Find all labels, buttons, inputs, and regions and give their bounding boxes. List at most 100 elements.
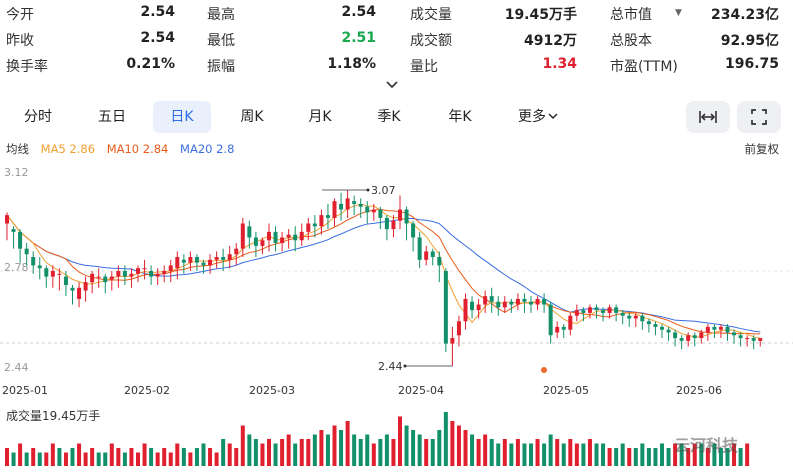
candle-body — [194, 257, 199, 263]
candle-body — [692, 335, 697, 339]
candle-body — [660, 326, 664, 330]
candle-body — [70, 287, 75, 291]
candle-body — [11, 229, 16, 232]
volume-bar — [463, 430, 468, 466]
volume-bar — [332, 425, 337, 466]
candle-body — [561, 326, 566, 330]
tab-daily-k[interactable]: 日K — [153, 101, 211, 133]
volume-bar — [496, 443, 501, 466]
fit-width-icon — [699, 111, 717, 123]
volume-bar — [699, 443, 704, 466]
tab-quarterly-k[interactable]: 季K — [377, 109, 401, 125]
volume-bar — [339, 430, 344, 466]
volume-bar — [430, 439, 435, 466]
candle-body — [90, 273, 95, 283]
candle-body — [456, 321, 461, 336]
ma10-line — [6, 208, 761, 335]
candle-body — [352, 201, 357, 204]
candle-body — [384, 217, 389, 230]
x-tick-label: 2025-05 — [543, 384, 589, 397]
volume-bar — [555, 439, 560, 466]
volume-bar — [96, 452, 101, 466]
volume-bar — [293, 443, 298, 466]
tab-fenshi[interactable]: 分时 — [24, 109, 52, 125]
stat-value: 4912万 — [524, 33, 577, 49]
ma-label: 均线 — [6, 142, 29, 156]
volume-bar — [57, 448, 62, 466]
candle-body — [339, 203, 344, 210]
stat-label[interactable]: 总市值 — [610, 7, 652, 23]
y-tick-label: 2.44 — [4, 361, 29, 374]
volume-bar — [352, 434, 357, 466]
volume-bar — [155, 452, 160, 466]
chevron-down-icon[interactable] — [383, 78, 401, 92]
candle-body — [391, 220, 396, 230]
volume-bar — [673, 443, 678, 466]
adjust-mode-button[interactable]: 前复权 — [744, 142, 780, 156]
candle-body — [483, 296, 488, 305]
tab-five-day[interactable]: 五日 — [98, 109, 126, 125]
candle-body — [312, 223, 317, 227]
volume-bar — [620, 443, 625, 466]
candle-body — [227, 254, 232, 260]
fullscreen-button[interactable] — [737, 101, 781, 133]
candle-body — [574, 310, 579, 316]
fit-width-button[interactable] — [686, 101, 730, 133]
stats-panel: 今开 2.54 最高 2.54 成交量 19.45万手 总市值 ▼ 234.23亿 昨收 2.54 最… — [0, 0, 793, 80]
volume-bar — [502, 439, 507, 466]
volume-bar — [286, 434, 291, 466]
stat-label: 总股本 — [610, 33, 652, 49]
stat-label: 最低 — [207, 33, 235, 49]
candle-body — [24, 248, 29, 255]
candle-body — [325, 215, 330, 218]
candle-body — [417, 237, 422, 260]
candle-body — [555, 326, 560, 333]
volume-bar — [70, 448, 75, 466]
volume-bar — [63, 452, 68, 466]
candle-body — [96, 276, 101, 278]
volume-bar — [660, 443, 664, 466]
ma5-label: MA5 2.86 — [40, 142, 96, 156]
volume-bar — [260, 443, 265, 466]
candle-body — [476, 304, 481, 311]
event-marker-dot — [541, 367, 547, 373]
volume-bar — [417, 434, 422, 466]
candle-body — [502, 301, 507, 308]
stat-label: 今开 — [6, 7, 34, 23]
volume-label: 成交量19.45万手 — [6, 409, 101, 423]
volume-bar — [371, 443, 376, 466]
volume-bar — [181, 448, 186, 466]
candle-body — [666, 329, 671, 333]
volume-bar — [5, 448, 9, 466]
volume-bar — [470, 434, 475, 466]
volume-bar — [692, 443, 697, 466]
candle-body — [437, 257, 442, 266]
stat-label: 成交量 — [410, 7, 452, 23]
volume-bar — [443, 412, 448, 466]
volume-bar — [83, 452, 88, 466]
candle-body — [155, 273, 160, 277]
tab-yearly-k[interactable]: 年K — [448, 109, 472, 125]
candle-body — [620, 312, 625, 316]
candle-body — [31, 257, 36, 266]
volume-bar — [529, 443, 533, 466]
candle-body — [365, 206, 370, 213]
volume-bar — [398, 416, 402, 466]
volume-bar — [378, 439, 383, 466]
candle-body — [293, 234, 298, 241]
stat-value: 196.75 — [724, 56, 779, 72]
candle-body — [686, 335, 691, 341]
candle-body — [214, 257, 219, 260]
stat-value: 2.54 — [140, 4, 175, 20]
candle-body — [371, 209, 376, 213]
tab-weekly-k[interactable]: 周K — [240, 109, 264, 125]
tab-more[interactable]: 更多 — [510, 101, 564, 133]
volume-bar — [581, 443, 586, 466]
volume-bar — [653, 448, 658, 466]
candle-body — [77, 287, 82, 299]
volume-bar — [103, 452, 108, 466]
tab-monthly-k[interactable]: 月K — [308, 109, 332, 125]
candle-body — [548, 304, 553, 336]
candle-body — [319, 215, 324, 227]
